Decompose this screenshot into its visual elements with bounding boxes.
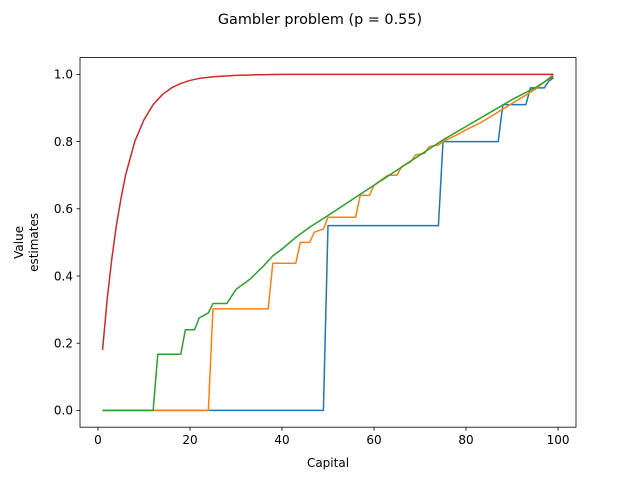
x-tick-label: 40 <box>274 433 289 447</box>
y-tick-label: 0.0 <box>54 404 73 418</box>
plot-area <box>79 57 577 428</box>
y-tick-label: 0.2 <box>54 337 73 351</box>
x-axis-label: Capital <box>307 456 349 470</box>
series-line-3 <box>102 75 554 412</box>
y-axis-label-line-2: estimates <box>27 213 41 272</box>
y-tick-label: 0.4 <box>54 269 73 283</box>
series-layer <box>101 73 554 412</box>
y-axis-label-line-1: Value <box>12 226 26 259</box>
x-tick-label: 60 <box>366 433 381 447</box>
chart-title: Gambler problem (p = 0.55) <box>218 12 422 28</box>
series-line-2 <box>102 73 554 412</box>
x-tick-label: 80 <box>458 433 473 447</box>
series-line-4 <box>101 73 554 350</box>
y-axis: 0.0 0.2 0.4 0.6 0.8 1.0 <box>54 68 80 418</box>
x-tick-label: 20 <box>182 433 197 447</box>
axes-frame <box>79 57 577 428</box>
x-tick-label: 0 <box>94 433 102 447</box>
y-tick-label: 0.8 <box>54 135 73 149</box>
x-tick-label: 100 <box>547 433 570 447</box>
x-axis: 0 20 40 60 80 100 <box>94 427 570 447</box>
y-tick-label: 1.0 <box>54 68 73 82</box>
series-line-1 <box>102 77 554 412</box>
y-tick-label: 0.6 <box>54 202 73 216</box>
